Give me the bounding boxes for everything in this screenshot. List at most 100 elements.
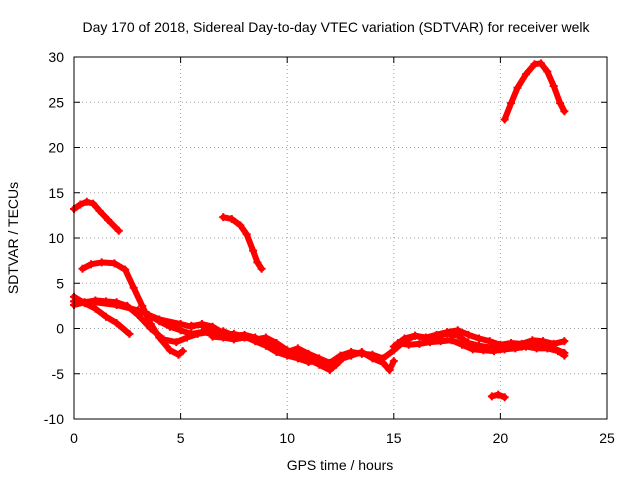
y-tick-label: 15 [48,185,64,201]
series-arc-8 [187,320,341,368]
data-point [521,70,530,79]
data-point [236,221,245,230]
data-point [556,99,565,108]
data-point [487,392,496,401]
series-arc-13 [500,59,569,124]
data-point [95,206,104,215]
data-point [138,301,147,310]
data-point [560,351,569,360]
data-point [485,337,494,346]
data-point [114,226,123,235]
y-tick-label: -5 [52,366,65,382]
data-point [133,306,142,315]
data-point [513,83,522,92]
data-point [507,99,516,108]
data-point [187,321,196,330]
data-point [251,337,260,346]
data-point [129,283,138,292]
data-point [87,260,96,269]
data-point [543,67,552,76]
grid [74,57,607,419]
data-point [112,300,121,309]
data-point [539,337,548,346]
x-tick-label: 15 [386,430,402,446]
data-point [443,328,452,337]
data-point [261,333,270,342]
series-arc-1 [70,197,123,235]
data-point [385,366,394,375]
data-point [394,338,403,347]
data-point [507,338,516,347]
data-point [490,347,499,356]
data-point [536,59,545,68]
data-point [415,339,424,348]
data-point [172,338,181,347]
series-arc-2 [78,258,187,359]
x-tick-label: 0 [70,430,78,446]
x-tick-label: 20 [493,430,509,446]
data-point [464,330,473,339]
series-arc-10 [389,326,569,351]
y-tick-label: 10 [48,230,64,246]
data-point [89,199,98,208]
data-point [249,246,258,255]
data-point [227,214,236,223]
data-point [101,312,110,321]
data-point [110,259,119,268]
y-tick-label: 20 [48,140,64,156]
data-point [144,310,153,319]
data-point [229,329,238,338]
data-point [389,357,398,366]
data-point [125,329,134,338]
data-series [70,59,569,402]
y-tick-label: -10 [44,411,64,427]
data-point [521,342,530,351]
series-arc-11 [394,336,569,360]
x-axis-label: GPS time / hours [287,457,394,473]
data-point [272,338,281,347]
plot-area [73,56,608,420]
data-point [549,339,558,348]
chart-title: Day 170 of 2018, Sidereal Day-to-day VTE… [82,19,590,35]
x-tick-label: 25 [599,430,615,446]
data-point [560,107,569,116]
data-point [112,319,121,328]
data-point [436,337,445,346]
y-tick-label: 25 [48,94,64,110]
data-point [368,354,377,363]
data-point [304,357,313,366]
data-point [389,342,398,351]
y-axis-label: SDTVAR / TECUs [5,182,21,294]
data-point [475,334,484,343]
data-point [82,197,91,206]
data-point [494,390,503,399]
x-tick-label: 10 [279,430,295,446]
data-point [97,258,106,267]
data-point [272,348,281,357]
data-point [178,347,187,356]
data-point [208,328,217,337]
data-point [500,345,509,354]
data-point [261,341,270,350]
data-point [104,215,113,224]
data-point [468,345,477,354]
data-point [78,264,87,273]
data-point [500,115,509,124]
data-point [447,336,456,345]
series-arc-6 [144,310,569,367]
data-point [411,331,420,340]
data-point [553,347,562,356]
y-tick-label: 0 [56,321,64,337]
data-point [253,258,262,267]
data-point [325,359,334,368]
data-point [219,330,228,339]
data-point [458,340,467,349]
data-point [293,354,302,363]
data-point [121,265,130,274]
data-point [155,317,164,326]
data-point [76,200,85,209]
data-point [91,298,100,307]
x-tick-label: 5 [177,430,185,446]
data-point [146,324,155,333]
